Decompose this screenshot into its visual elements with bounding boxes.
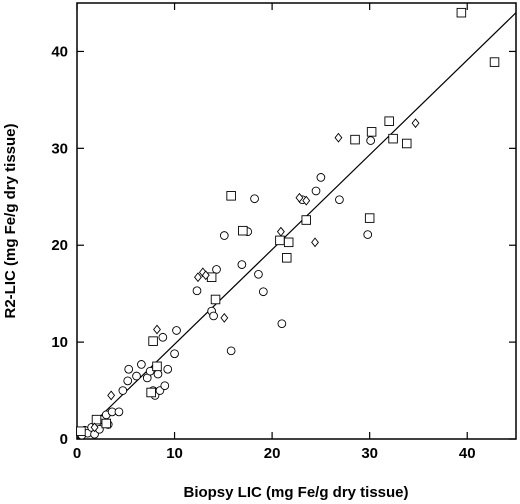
data-point-circle (118, 386, 128, 395)
data-point-square (146, 387, 156, 398)
data-point-square (210, 294, 221, 305)
data-point-circle (124, 364, 134, 374)
data-point-circle (153, 369, 163, 379)
data-point-circle (212, 265, 221, 274)
data-point-square (226, 191, 236, 201)
data-point-diamond (295, 192, 304, 203)
data-point-square (281, 253, 292, 263)
y-tick-label: 20 (51, 237, 68, 254)
data-point-square (366, 127, 377, 137)
data-point-diamond (302, 195, 311, 206)
data-point-diamond (107, 390, 116, 401)
data-point-circle (250, 194, 259, 204)
data-point-circle (366, 136, 375, 145)
data-point-square (388, 133, 398, 144)
x-axis-label: Biopsy LIC (mg Fe/g dry tissue) (183, 484, 408, 501)
data-point-circle (137, 360, 146, 369)
data-point-square (91, 414, 102, 425)
data-point-diamond (334, 132, 343, 143)
data-point-square (401, 138, 412, 149)
data-point-diamond (153, 324, 161, 335)
data-point-diamond (411, 118, 420, 129)
data-point-circle (254, 269, 263, 279)
data-point-square (489, 57, 500, 67)
data-point-diamond (90, 422, 99, 433)
data-point-circle (316, 173, 326, 182)
data-point-square (384, 116, 394, 126)
data-point-circle (158, 332, 168, 342)
y-tick-label: 30 (51, 140, 68, 157)
data-point-circle (363, 230, 373, 239)
y-tick-label: 40 (51, 43, 68, 60)
data-point-circle (237, 260, 247, 269)
data-point-diamond (198, 267, 207, 278)
x-tick-label: 0 (73, 445, 81, 462)
data-point-circle (226, 346, 236, 356)
data-point-square (148, 336, 158, 346)
data-point-circle (160, 381, 170, 391)
y-tick-label: 10 (51, 334, 68, 351)
data-point-circle (258, 287, 268, 297)
y-tick-label: 0 (60, 431, 68, 448)
data-point-square (283, 237, 294, 248)
data-point-circle (172, 326, 181, 335)
data-point-square (152, 361, 162, 372)
y-axis: 0 10 20 30 40 (51, 43, 516, 448)
x-tick-label: 10 (166, 445, 183, 462)
data-point-square (301, 215, 312, 225)
data-point-diamond (201, 270, 210, 281)
data-point-square (76, 426, 86, 436)
data-point-square (364, 213, 375, 223)
x-tick-label: 20 (264, 445, 281, 462)
data-point-square (275, 235, 285, 246)
data-point-circle (277, 319, 287, 329)
data-point-circle (163, 364, 173, 374)
data-point-circle (311, 186, 321, 196)
x-axis: 0 10 20 30 40 (73, 3, 476, 462)
data-point-circle (114, 407, 124, 417)
data-point-circle (219, 231, 229, 240)
data-point-circle (209, 311, 218, 321)
x-tick-label: 30 (361, 445, 378, 462)
data-point-circle (335, 195, 344, 205)
data-point-square (350, 134, 360, 145)
data-point-square (456, 7, 467, 18)
data-point-diamond (311, 237, 319, 248)
data-point-diamond (194, 272, 202, 283)
data-points (76, 7, 500, 440)
data-point-circle (132, 371, 141, 381)
data-point-circle (192, 286, 202, 296)
plot-area (76, 2, 517, 440)
data-point-square (101, 418, 112, 429)
data-point-circle (123, 376, 133, 386)
data-point-circle (145, 366, 155, 376)
data-point-square (238, 225, 248, 236)
data-point-circle (170, 349, 179, 359)
y-axis-label: R2-LIC (mg Fe/g dry tissue) (2, 123, 19, 318)
data-point-diamond (276, 226, 285, 237)
data-point-diamond (220, 312, 229, 323)
x-tick-label: 40 (459, 445, 476, 462)
